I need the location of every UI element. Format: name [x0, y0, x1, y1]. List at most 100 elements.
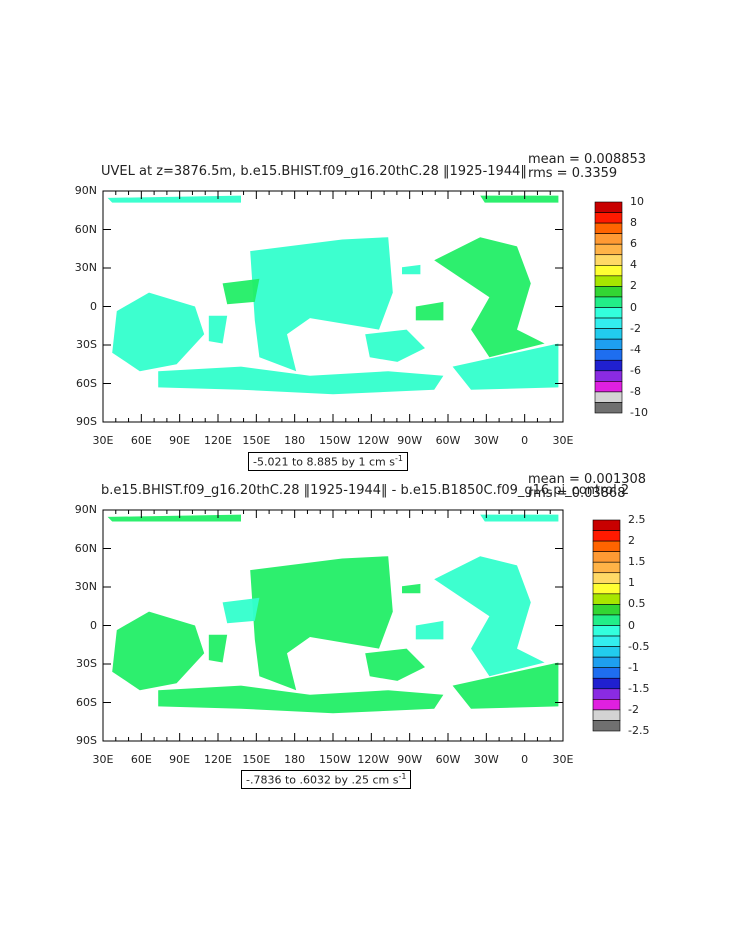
lon-label: 150E [242, 434, 271, 447]
colorbar-swatch [594, 254, 623, 266]
ocean-field-region [208, 634, 228, 663]
colorbar-swatch [594, 307, 623, 319]
colorbar-swatch [592, 614, 621, 626]
colorbar-swatch [592, 593, 621, 605]
ocean-field-region [434, 237, 545, 358]
lon-label: 30E [552, 434, 574, 447]
colorbar-label: -4 [630, 342, 641, 356]
colorbar-swatch [594, 275, 623, 287]
units-exponent: -1 [394, 454, 403, 463]
lon-label: 60W [435, 434, 461, 447]
colorbar-label: -1.5 [628, 681, 650, 695]
ocean-field-region [365, 648, 425, 681]
colorbar-swatch [594, 370, 623, 382]
colorbar-label: 2 [628, 534, 635, 548]
lat-label: 30S [76, 657, 97, 670]
colorbar-swatch [592, 561, 621, 574]
colorbar-swatch [592, 699, 621, 711]
colorbar-swatch [594, 328, 623, 340]
lat-label: 30N [74, 580, 97, 593]
colorbar-swatch [594, 349, 623, 361]
lon-label: 150W [319, 434, 351, 447]
contour-range-text: -.7836 to .6032 by .25 cm s [246, 773, 399, 787]
lon-label: 120E [204, 753, 232, 766]
lon-label: 120W [357, 434, 390, 447]
colorbar-swatch [592, 656, 621, 669]
colorbar-swatch [594, 338, 623, 350]
ocean-field-region [208, 315, 228, 344]
colorbar-label: -1 [628, 660, 639, 674]
lon-label: 30E [92, 434, 114, 447]
colorbar-swatch [592, 540, 621, 552]
colorbar-swatch [592, 677, 621, 690]
colorbar-swatch [594, 402, 623, 414]
ocean-field-region [112, 292, 205, 372]
lat-label: 90S [76, 415, 97, 428]
colorbar-swatch [594, 212, 623, 224]
colorbar-swatch [592, 646, 621, 658]
ocean-field-region [415, 620, 444, 640]
contour-range-box: -5.021 to 8.885 by 1 cm s-1 [248, 452, 408, 471]
colorbar-swatch [594, 286, 623, 298]
colorbar-swatch [592, 720, 621, 732]
colorbar-swatch [594, 201, 623, 213]
lon-label: 150W [319, 753, 351, 766]
ocean-field-region [452, 662, 559, 709]
colorbar-label: -2 [630, 321, 641, 335]
ocean-field-region [107, 195, 241, 203]
lat-label: 30N [74, 261, 97, 274]
ocean-field-region [365, 329, 425, 362]
colorbar-label: 4 [630, 258, 637, 272]
lon-label: 90E [169, 434, 191, 447]
lon-label: 60E [130, 434, 152, 447]
rms-value: rms = 0.3359 [528, 166, 618, 181]
lat-label: 60N [74, 222, 97, 236]
colorbar-swatch [592, 604, 621, 616]
colorbar-swatch [594, 264, 623, 277]
lat-label: 30S [76, 338, 97, 351]
panel-title: b.e15.BHIST.f09_g16.20thC.28 ‖1925-1944‖… [101, 483, 630, 498]
lon-label: 90W [397, 434, 423, 447]
lon-label: 60W [435, 753, 461, 766]
ocean-field-region [107, 514, 241, 522]
mean-value: mean = 0.001308 [528, 472, 647, 487]
colorbar-swatch [594, 222, 623, 234]
lat-label: 90S [76, 734, 97, 747]
colorbar-swatch [592, 709, 621, 721]
colorbar-label: 0 [630, 300, 637, 314]
colorbar-swatch [594, 381, 623, 393]
ocean-field-region [480, 195, 559, 203]
lon-label: 30E [552, 753, 574, 766]
lon-label: 60E [130, 753, 152, 766]
colorbar-swatch [594, 243, 623, 256]
colorbar-swatch [592, 625, 621, 637]
map-1 [102, 509, 621, 742]
colorbar-swatch [592, 572, 621, 584]
ocean-field-region [222, 597, 260, 624]
colorbar-label: -2.5 [628, 724, 650, 737]
ocean-field-region [402, 583, 421, 594]
ocean-field-region [158, 366, 444, 395]
colorbar-swatch [592, 688, 621, 700]
lat-label: 0 [90, 618, 97, 632]
lat-label: 60N [74, 541, 97, 555]
lon-label: 90E [169, 753, 191, 766]
colorbar-label: 2.5 [628, 513, 646, 526]
colorbar-label: -10 [630, 406, 648, 419]
lon-label: 0 [521, 434, 529, 447]
rms-value: rms = 0.03868 [528, 486, 626, 501]
colorbar-label: 0.5 [628, 597, 646, 611]
lat-label: 90N [74, 503, 97, 516]
lon-label: 30W [473, 434, 499, 447]
ocean-field-region [250, 556, 393, 691]
colorbar-swatch [594, 359, 623, 372]
colorbar-label: -0.5 [628, 639, 650, 653]
lon-label: 90W [397, 753, 423, 766]
colorbar-label: 6 [630, 237, 637, 251]
colorbar-swatch [592, 519, 621, 531]
colorbar-swatch [594, 296, 623, 308]
lon-label: 30E [92, 753, 114, 766]
ocean-field-region [250, 237, 393, 372]
lon-label: 120W [357, 753, 390, 766]
